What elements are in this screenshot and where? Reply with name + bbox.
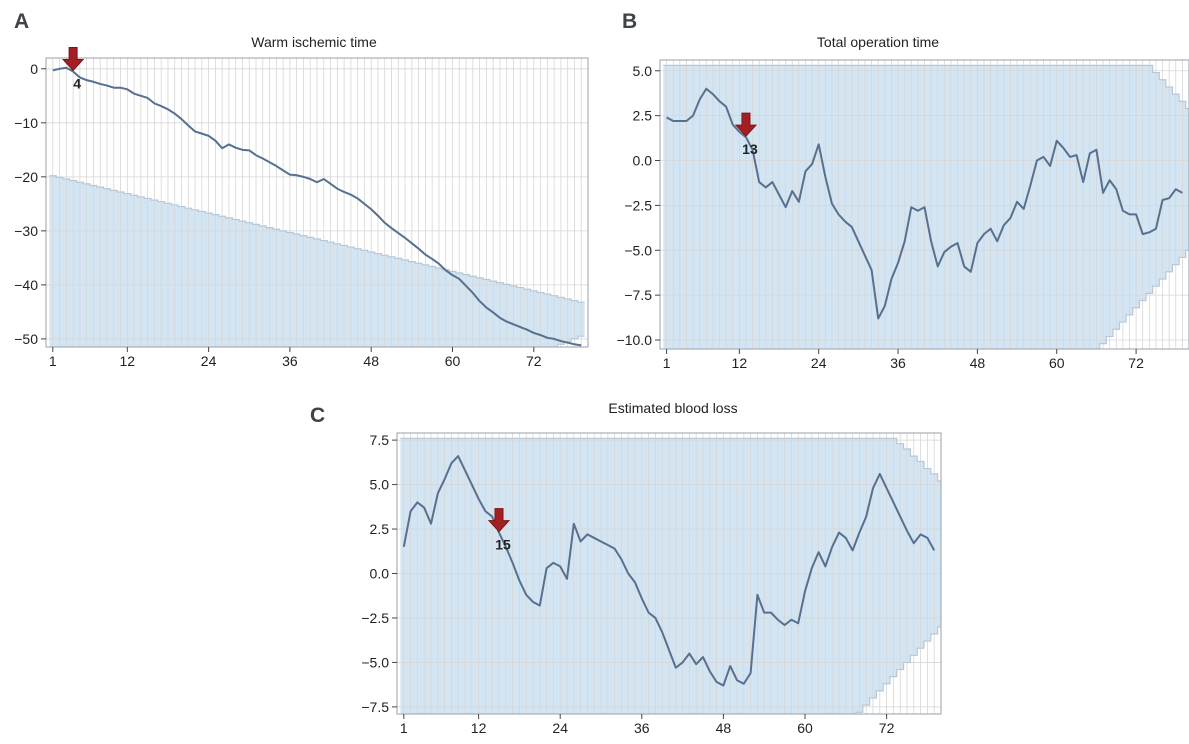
plot-clip-group (660, 60, 1189, 349)
x-tick-label: 24 (552, 720, 568, 736)
x-tick-label: 1 (49, 353, 57, 369)
x-tick-label: 72 (1128, 355, 1144, 371)
x-tick-label: 48 (363, 353, 379, 369)
x-tick-label: 1 (663, 355, 671, 371)
x-tick-label: 36 (634, 720, 650, 736)
x-tick-label: 12 (120, 353, 136, 369)
y-tick-label: −5.0 (624, 242, 652, 258)
x-tick-label: 24 (811, 355, 827, 371)
y-tick-label: 7.5 (370, 432, 390, 448)
x-tick-label: 24 (201, 353, 217, 369)
y-tick-label: 2.5 (633, 108, 653, 124)
chart-title-c: Estimated blood loss (608, 400, 737, 416)
y-tick-label: −5.0 (361, 654, 389, 670)
turning-point-label: 15 (495, 537, 511, 553)
y-tick-label: 5.0 (370, 477, 390, 493)
upper-boundary-line (663, 64, 1189, 110)
y-tick-label: −20 (14, 169, 38, 185)
x-tick-label: 12 (471, 720, 487, 736)
chart-title-b: Total operation time (817, 34, 939, 50)
lower-boundary-line (1099, 249, 1189, 349)
cusum-line (402, 455, 936, 687)
panel-letter-b: B (622, 10, 637, 33)
x-tick-label: 1 (400, 720, 408, 736)
upper-boundary-line (49, 175, 585, 303)
x-tick-label: 60 (1049, 355, 1065, 371)
x-tick-label: 72 (879, 720, 895, 736)
x-tick-label: 48 (716, 720, 732, 736)
panel-letter-a: A (14, 10, 29, 33)
x-tick-label: 12 (732, 355, 748, 371)
x-tick-label: 60 (445, 353, 461, 369)
turning-point-label: 13 (742, 141, 758, 157)
turning-point-arrow (487, 508, 511, 533)
y-tick-label: −10.0 (617, 332, 653, 348)
lower-boundary-line (855, 626, 941, 714)
y-tick-label: −30 (14, 223, 38, 239)
y-tick-label: 0.0 (633, 153, 653, 169)
panel-a: A Warm ischemic time 0 −10 −20 −30 −40 −50 1 12… (14, 10, 589, 369)
plot-frame (659, 59, 1189, 350)
plot-area-a: 0 −10 −20 −30 −40 −50 1 12 24 36 48 60 72 4 (14, 47, 589, 369)
upper-boundary-line (400, 437, 941, 482)
turning-point-arrow (61, 47, 85, 72)
y-tick-label: −2.5 (624, 197, 652, 213)
plot-area-c: 7.5 5.0 2.5 0.0 −2.5 −5.0 −7.5 1 12 24 36 48 60 72 15 (361, 432, 942, 736)
y-tick-label: −7.5 (624, 287, 652, 303)
plot-frame (45, 57, 589, 348)
x-tick-label: 36 (282, 353, 298, 369)
plot-area-b: 5.0 2.5 0.0 −2.5 −5.0 −7.5 −10.0 1 12 24 36 48 60 72 1… (617, 59, 1189, 371)
panel-b: B Total operation time 5.0 2.5 0.0 −2.5 −5.0… (617, 10, 1189, 371)
y-tick-label: −10 (14, 115, 38, 131)
chart-title-a: Warm ischemic time (251, 34, 377, 50)
y-tick-label: −50 (14, 331, 38, 347)
plot-clip-group (46, 58, 588, 347)
x-tick-label: 72 (526, 353, 542, 369)
x-tick-label: 36 (890, 355, 906, 371)
y-tick-label: −2.5 (361, 610, 389, 626)
y-tick-label: 0.0 (370, 566, 390, 582)
turning-point-label: 4 (73, 76, 81, 92)
panel-c: C Estimated blood loss 7.5 5.0 2.5 0.0 −2.5 −… (310, 400, 942, 736)
y-tick-label: −40 (14, 277, 38, 293)
panel-letter-c: C (310, 404, 325, 427)
plot-clip-group (397, 433, 941, 714)
y-tick-label: −7.5 (361, 699, 389, 715)
control-band (663, 65, 1189, 349)
x-tick-label: 60 (797, 720, 813, 736)
turning-point-arrow (734, 112, 758, 137)
y-tick-label: 0 (30, 61, 38, 77)
y-tick-label: 5.0 (633, 63, 653, 79)
x-tick-label: 48 (970, 355, 986, 371)
y-tick-label: 2.5 (370, 521, 390, 537)
control-band (400, 438, 941, 714)
cusum-line (52, 66, 582, 347)
cusum-line (666, 87, 1183, 320)
